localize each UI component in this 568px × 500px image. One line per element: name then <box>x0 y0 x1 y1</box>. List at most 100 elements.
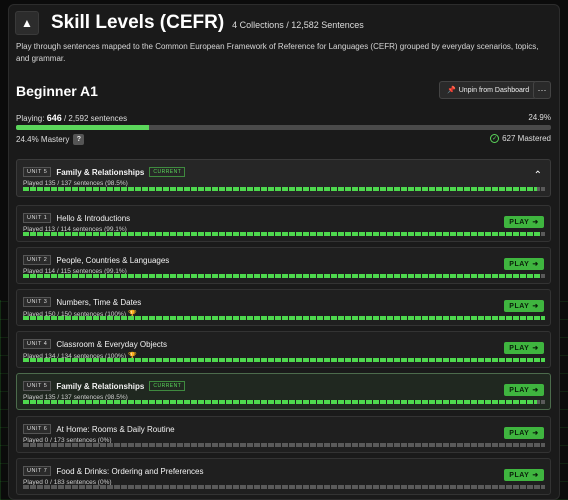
page-description: Play through sentences mapped to the Com… <box>16 42 539 63</box>
unit-played: Played 0 / 173 sentences (0%) <box>23 437 112 444</box>
current-badge: CURRENT <box>149 167 186 177</box>
header-row: ▲ Skill Levels (CEFR) 4 Collections / 12… <box>15 11 364 35</box>
current-badge: CURRENT <box>149 381 186 391</box>
chevron-up-icon: ▲ <box>21 16 33 30</box>
unit-badge: UNIT 5 <box>23 381 52 391</box>
play-label: PLAY <box>509 260 530 268</box>
unit-title: Classroom & Everyday Objects <box>56 339 168 349</box>
collection-meta: 4 Collections / 12,582 Sentences <box>232 19 364 30</box>
unit-progress-bar <box>23 316 545 320</box>
unit-progress-fill <box>23 400 538 404</box>
unit-card[interactable]: UNIT 6 At Home: Rooms & Daily Routine Play… <box>16 416 551 453</box>
unit-card[interactable]: UNIT 4 Classroom & Everyday Objects Played… <box>16 331 551 368</box>
unpin-button[interactable]: 📌 Unpin from Dashboard <box>439 81 538 99</box>
unit-progress-bar <box>23 400 545 404</box>
unit-card[interactable]: UNIT 1 Hello & Introductions Played 113 / … <box>16 205 551 242</box>
unit-played: Played 150 / 150 sentences (100%) 🏆 <box>23 310 137 319</box>
arrow-right-icon: ➜ <box>532 219 539 226</box>
unit-badge: UNIT 1 <box>23 213 52 223</box>
mastery-label: 24.4% Mastery <box>16 135 70 144</box>
unit-card[interactable]: UNIT 5 Family & Relationships CURRENT Playe… <box>16 373 551 410</box>
trophy-icon: 🏆 <box>127 311 137 318</box>
unit-played: Played 114 / 115 sentences (99.1%) <box>23 268 127 275</box>
arrow-right-icon: ➜ <box>532 472 539 479</box>
unit-progress-bar <box>23 485 545 489</box>
more-icon: ··· <box>537 85 547 95</box>
unit-title: Hello & Introductions <box>56 213 131 223</box>
unit-title: People, Countries & Languages <box>56 255 170 265</box>
unit-title: Numbers, Time & Dates <box>56 297 142 307</box>
unit-progress-bar <box>23 443 545 447</box>
unit-badge: UNIT 2 <box>23 255 52 265</box>
unit-title: Food & Drinks: Ordering and Preferences <box>56 466 204 476</box>
unit-played: Played 135 / 137 sentences (98.5%) <box>23 180 128 187</box>
unit-progress-bar <box>23 187 545 191</box>
play-button[interactable]: PLAY ➜ <box>504 300 544 312</box>
play-button[interactable]: PLAY ➜ <box>504 427 544 439</box>
unit-played-text: Played 113 / 114 sentences (99.1%) <box>23 226 127 233</box>
unit-progress-fill <box>23 232 541 236</box>
more-options-button[interactable]: ··· <box>533 81 551 99</box>
unit-title: Family & Relationships <box>56 167 145 177</box>
play-button[interactable]: PLAY ➜ <box>504 469 544 481</box>
unit-progress-fill <box>23 358 545 362</box>
check-circle-icon: ✓ <box>490 134 500 143</box>
level-progress-fill <box>16 125 150 130</box>
unit-title: At Home: Rooms & Daily Routine <box>56 424 175 434</box>
arrow-right-icon: ➜ <box>532 387 539 394</box>
play-button[interactable]: PLAY ➜ <box>504 342 544 354</box>
playing-total: / 2,592 sentences <box>63 114 128 123</box>
playing-status: Playing: 646 / 2,592 sentences <box>16 113 127 123</box>
expanded-unit-card[interactable]: UNIT 5 Family & Relationships CURRENT Pl… <box>16 159 551 197</box>
play-label: PLAY <box>509 302 530 310</box>
unit-played-text: Played 114 / 115 sentences (99.1%) <box>23 268 127 275</box>
playing-label: Playing: <box>16 114 45 123</box>
unit-progress-bar <box>23 358 545 362</box>
unit-progress-bar <box>23 274 545 278</box>
arrow-right-icon: ➜ <box>532 345 539 352</box>
play-button[interactable]: PLAY ➜ <box>504 384 544 396</box>
playing-count: 646 <box>46 113 62 123</box>
mastered-label: 627 Mastered <box>502 134 551 143</box>
play-label: PLAY <box>509 218 530 226</box>
unit-played-text: Played 150 / 150 sentences (100%) <box>23 310 126 318</box>
unit-badge: UNIT 7 <box>23 466 52 476</box>
collapse-button[interactable]: ▲ <box>15 11 39 35</box>
unit-played-text: Played 0 / 173 sentences (0%) <box>23 437 112 444</box>
unit-played: Played 134 / 134 sentences (100%) 🏆 <box>23 352 137 361</box>
arrow-right-icon: ➜ <box>532 430 539 437</box>
unpin-label: Unpin from Dashboard <box>458 86 530 94</box>
unit-played-text: Played 0 / 183 sentences (0%) <box>23 479 112 486</box>
play-button[interactable]: PLAY ➜ <box>504 258 544 270</box>
arrow-right-icon: ➜ <box>532 303 539 310</box>
unit-title: Family & Relationships <box>56 381 145 391</box>
unit-progress-fill <box>23 187 538 191</box>
unit-card[interactable]: UNIT 2 People, Countries & Languages Playe… <box>16 247 551 284</box>
unit-card[interactable]: UNIT 7 Food & Drinks: Ordering and Prefer… <box>16 458 551 495</box>
unit-played: Played 113 / 114 sentences (99.1%) <box>23 226 127 233</box>
arrow-right-icon: ➜ <box>532 261 539 268</box>
mastered-status: ✓ 627 Mastered <box>490 134 551 143</box>
unit-played: Played 0 / 183 sentences (0%) <box>23 479 112 486</box>
unit-played-text: Played 134 / 134 sentences (100%) <box>23 352 126 360</box>
level-percent: 24.9% <box>528 113 551 122</box>
unit-badge: UNIT 6 <box>23 424 52 434</box>
mastery-status: 24.4% Mastery ? <box>16 134 85 145</box>
unit-badge: UNIT 3 <box>23 297 52 307</box>
pin-icon: 📌 <box>447 87 456 94</box>
unit-played: Played 135 / 137 sentences (98.5%) <box>23 394 128 401</box>
unit-badge: UNIT 4 <box>23 339 52 349</box>
unit-progress-bar <box>23 232 545 236</box>
unit-card[interactable]: UNIT 3 Numbers, Time & Dates Played 150 / … <box>16 289 551 326</box>
chevron-up-icon[interactable]: ⌃ <box>533 170 542 181</box>
level-title: Beginner A1 <box>16 83 98 99</box>
page-title: Skill Levels (CEFR) <box>51 12 225 33</box>
unit-progress-fill <box>23 274 541 278</box>
cefr-panel: ▲ Skill Levels (CEFR) 4 Collections / 12… <box>8 4 560 500</box>
help-icon[interactable]: ? <box>73 134 85 145</box>
play-button[interactable]: PLAY ➜ <box>504 216 544 228</box>
play-label: PLAY <box>509 386 530 394</box>
unit-played-text: Played 135 / 137 sentences (98.5%) <box>23 394 128 401</box>
play-label: PLAY <box>509 471 530 479</box>
level-progress-bar <box>16 125 551 130</box>
